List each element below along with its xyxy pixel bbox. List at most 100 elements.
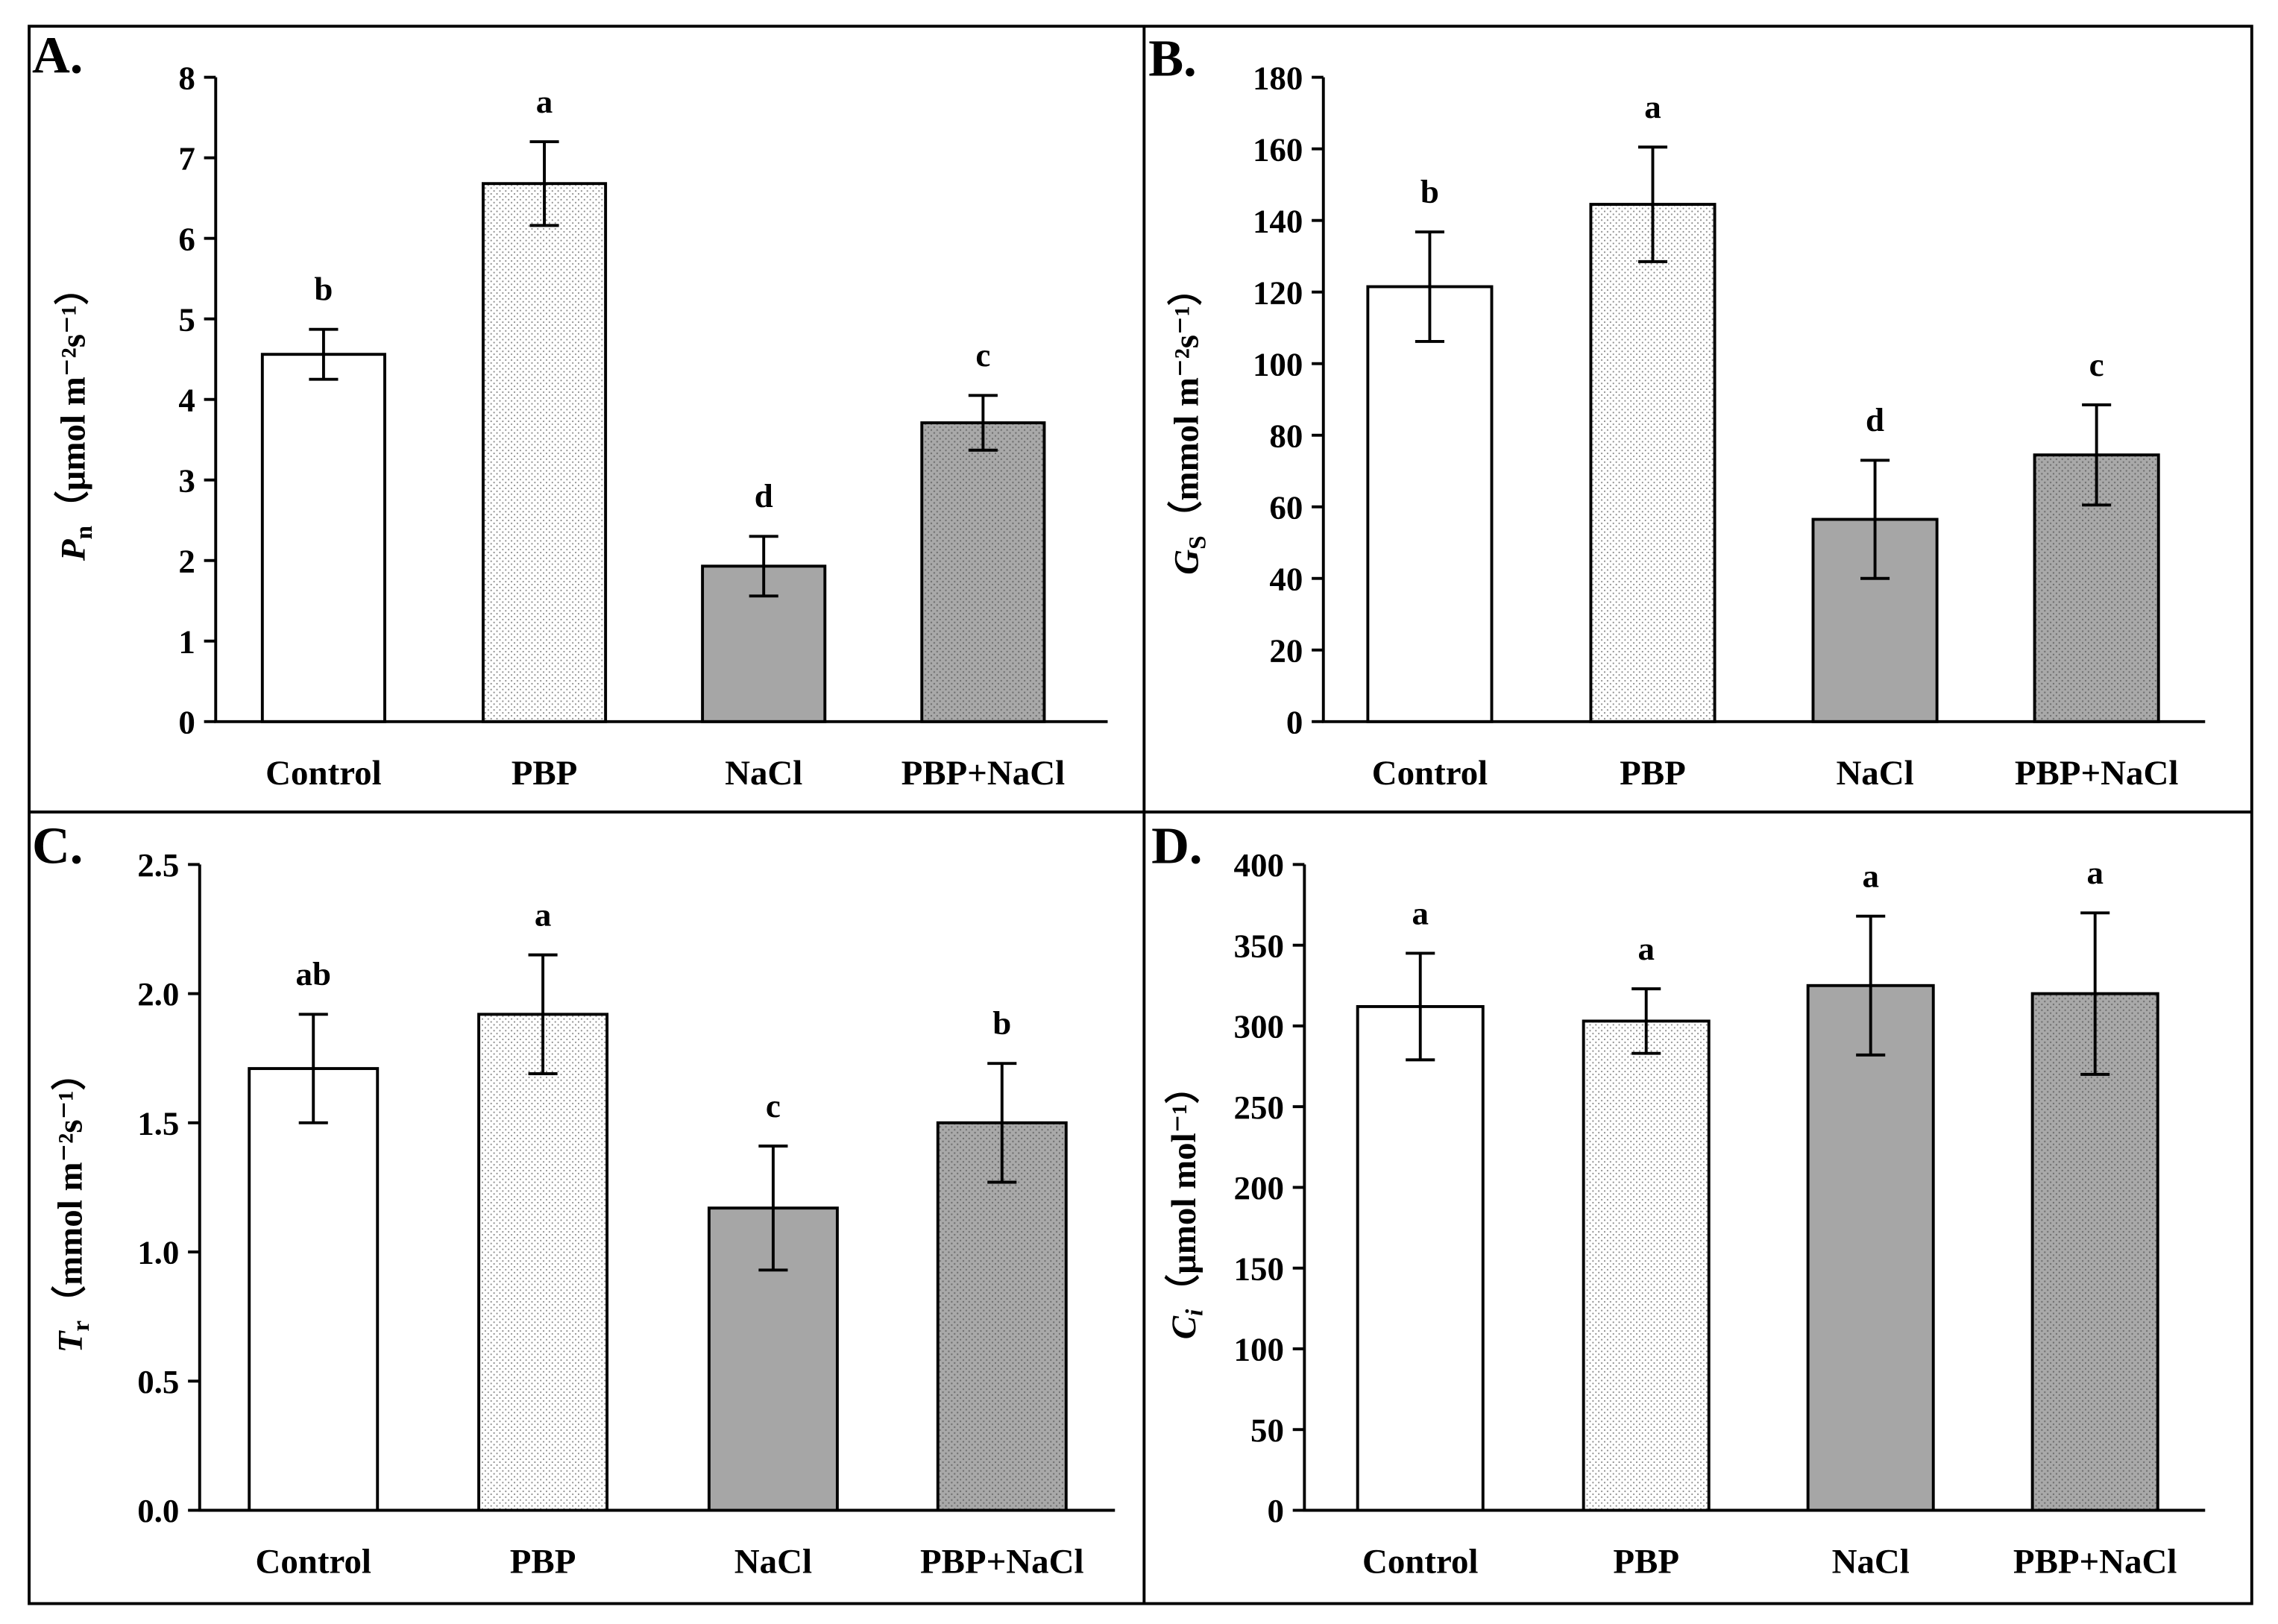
- panels: A.012345678bControlaPBPdNaClcPBP+NaClPn（…: [32, 27, 2206, 1581]
- y-axis-subscript: n: [70, 526, 98, 539]
- bar-pbp: [1589, 203, 1717, 723]
- panel-d: D. 0 50 100 150 200 250 300 350 400 a Control a PBP a N…: [1151, 816, 2206, 1581]
- x-tick-label-nacl: NaCl: [725, 754, 802, 793]
- frame: [28, 25, 2253, 1605]
- error-bar-control: [309, 327, 339, 381]
- x-tick-label-pbp: PBP: [512, 754, 578, 793]
- bar-control: [1366, 285, 1494, 723]
- y-tick-label: 400: [1234, 846, 1284, 884]
- y-tick-label: 8: [178, 59, 195, 96]
- significance-letter-control: ab: [295, 955, 330, 992]
- y-tick-label: 1: [178, 623, 195, 660]
- panel-b: B. 0 20 40 60 80 100 120 140 160 180 b Control a PBP d N…: [1148, 30, 2206, 793]
- y-tick-label: 180: [1253, 59, 1303, 96]
- error-bar-control: [298, 1013, 328, 1124]
- x-tick-label-control: Control: [1362, 1543, 1478, 1581]
- x-tick-label-nacl: NaCl: [1832, 1543, 1910, 1581]
- error-bar-pbp-nacl: [987, 1062, 1017, 1184]
- y-axis-symbol: T: [51, 1329, 89, 1353]
- significance-letter-nacl: d: [1866, 401, 1884, 438]
- y-tick-label: 2.0: [137, 975, 179, 1013]
- error-bar-nacl: [1856, 914, 1886, 1057]
- y-tick-label: 140: [1253, 202, 1303, 239]
- bar-pbp: [477, 1013, 609, 1512]
- x-tick-label-pbp: PBP: [1620, 754, 1686, 793]
- significance-letter-pbp: a: [535, 896, 551, 934]
- y-tick-label: 2.5: [137, 846, 179, 884]
- y-axis-subscript: i: [1181, 1309, 1209, 1316]
- error-bar-pbp: [529, 140, 559, 227]
- y-axis-label: Ci（μmol mol⁻¹）: [1165, 1069, 1209, 1340]
- y-tick-label: 80: [1269, 417, 1303, 454]
- y-tick-label: 0: [1267, 1492, 1283, 1529]
- y-tick-label: 0: [1286, 703, 1303, 740]
- panel-label: A.: [32, 27, 83, 85]
- significance-letter-pbp-nacl: c: [975, 336, 990, 374]
- significance-letter-pbp-nacl: c: [2089, 346, 2104, 383]
- y-tick-label: 0.0: [137, 1492, 179, 1529]
- x-tick-label-control: Control: [1372, 754, 1488, 793]
- y-axis-symbol: G: [1168, 550, 1206, 575]
- y-tick-label: 0: [178, 703, 195, 740]
- y-tick-label: 7: [178, 139, 195, 177]
- x-tick-label-pbp-nacl: PBP+NaCl: [2013, 1543, 2177, 1581]
- error-bar-control: [1406, 951, 1435, 1062]
- y-tick-label: 5: [178, 300, 195, 338]
- y-tick-label: 150: [1234, 1250, 1284, 1287]
- y-tick-label: 100: [1253, 345, 1303, 383]
- error-bar-pbp-nacl: [2082, 403, 2112, 507]
- y-tick-label: 20: [1269, 632, 1303, 669]
- y-tick-label: 300: [1234, 1008, 1284, 1045]
- error-bar-nacl: [749, 535, 778, 598]
- x-tick-label-control: Control: [255, 1543, 371, 1581]
- significance-letter-pbp: a: [1637, 930, 1654, 967]
- significance-letter-control: a: [1412, 894, 1428, 931]
- x-tick-label-nacl: NaCl: [734, 1543, 812, 1581]
- y-tick-label: 40: [1269, 560, 1303, 597]
- x-tick-label-pbp-nacl: PBP+NaCl: [902, 754, 1066, 793]
- error-bar-pbp-nacl: [968, 394, 998, 452]
- significance-letter-nacl: c: [766, 1087, 781, 1124]
- y-tick-label: 3: [178, 462, 195, 499]
- panel-a: A. 0 1 2 3 4 5 6 7 8 b Control a PBP d NaCl c PBP+NaCl Pn（…: [32, 27, 1108, 793]
- bar-nacl: [1806, 983, 1935, 1512]
- outer-border: [28, 25, 2253, 1605]
- y-axis-label: Tr（mmol m⁻²s⁻¹）: [51, 1056, 95, 1353]
- y-axis-label: GS（mmol m⁻²s⁻¹）: [1168, 271, 1212, 575]
- error-bar-nacl: [1860, 459, 1890, 580]
- significance-letter-nacl: d: [755, 477, 773, 514]
- error-bar-pbp-nacl: [2080, 911, 2110, 1076]
- y-tick-label: 6: [178, 220, 195, 257]
- y-tick-label: 120: [1253, 274, 1303, 311]
- y-axis-unit: （μmol mol⁻¹）: [1165, 1069, 1203, 1309]
- y-axis-symbol: P: [54, 539, 92, 561]
- error-bar-pbp: [1632, 987, 1661, 1055]
- error-bar-nacl: [758, 1145, 788, 1272]
- y-tick-label: 50: [1250, 1411, 1284, 1449]
- y-axis-subscript: S: [1183, 535, 1211, 549]
- panel-label: B.: [1148, 30, 1197, 88]
- y-tick-label: 2: [178, 542, 195, 579]
- significance-letter-pbp: a: [536, 83, 553, 120]
- error-bar-pbp: [528, 953, 558, 1075]
- y-axis-unit: （mmol m⁻²s⁻¹）: [51, 1056, 89, 1321]
- y-tick-label: 160: [1253, 130, 1303, 168]
- y-tick-label: 200: [1234, 1169, 1284, 1206]
- significance-letter-pbp: a: [1644, 88, 1661, 125]
- significance-letter-pbp-nacl: b: [992, 1004, 1011, 1042]
- y-tick-label: 60: [1269, 488, 1303, 526]
- bar-control: [260, 353, 386, 723]
- significance-letter-control: b: [314, 271, 333, 308]
- y-tick-label: 100: [1234, 1331, 1284, 1368]
- panel-c: C. 0.0 0.5 1.0 1.5 2.0 2.5 ab Control a PBP c NaCl b P…: [32, 816, 1116, 1581]
- significance-letter-control: b: [1420, 173, 1439, 210]
- panel-label: D.: [1151, 816, 1202, 875]
- significance-letter-pbp-nacl: a: [2086, 854, 2103, 891]
- bar-pbp-nacl: [936, 1121, 1068, 1512]
- bar-pbp-nacl: [920, 421, 1046, 723]
- y-axis-label: Pn（μmol m⁻²s⁻¹）: [54, 270, 98, 561]
- x-tick-label-pbp: PBP: [1613, 1543, 1679, 1581]
- y-tick-label: 4: [178, 381, 195, 418]
- x-tick-label-pbp: PBP: [510, 1543, 576, 1581]
